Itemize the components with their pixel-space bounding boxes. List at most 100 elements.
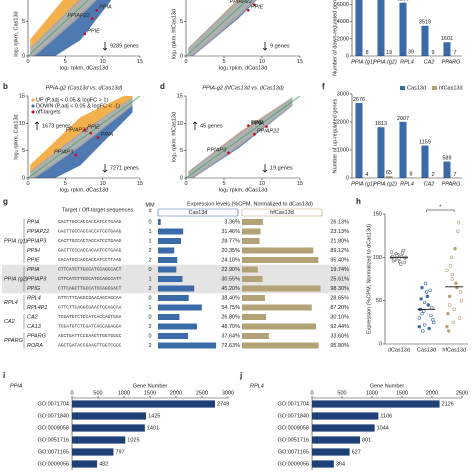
- x-tick-label: 1500: [144, 390, 156, 396]
- x-axis-label: Gene Number: [370, 383, 405, 389]
- bar: [72, 460, 98, 468]
- y-tick-label: GO:0009056: [38, 461, 70, 467]
- legend-swatch: [31, 104, 35, 108]
- bar: [242, 276, 263, 282]
- y-tick-label: 5: [22, 19, 25, 25]
- dot: [459, 298, 464, 303]
- group-label: PPARG: [4, 338, 24, 344]
- bar-value-label: 95.40%: [330, 257, 349, 263]
- mismatch: 1: [148, 276, 151, 282]
- gene: PPIAP22: [27, 229, 49, 235]
- legend-label: off-targets: [36, 109, 61, 115]
- bar: [72, 448, 114, 456]
- bar-value-label: 3519: [419, 20, 431, 26]
- group-label: PPIA (g2): [4, 276, 28, 282]
- dot: [392, 257, 397, 261]
- sequence: GTTCTTCAGGCGAACAGCAGCAA: [58, 295, 122, 301]
- point-label: PPIE: [251, 120, 264, 126]
- y-axis-label: log₂ rpkm, Cas13d: [13, 114, 19, 159]
- panel-letter: i: [3, 371, 5, 380]
- y-tick-label: GO:0071840: [278, 413, 310, 419]
- gene-count: 7271 genes: [110, 165, 139, 171]
- chart-title: PPIA-g2 (Cas13d vs. dCas13d): [46, 85, 123, 91]
- off-target-point: [265, 125, 268, 128]
- y-tick-label: GO:0009056: [278, 461, 310, 467]
- dot: [453, 246, 457, 251]
- gene: PPIA: [27, 219, 40, 225]
- bar: [242, 342, 319, 349]
- bar: [443, 42, 451, 56]
- dot: [457, 316, 462, 320]
- bar: [72, 424, 145, 432]
- x-tick-label: 5: [64, 59, 67, 65]
- dot: [420, 285, 424, 290]
- dot: [447, 303, 452, 307]
- dot: [456, 220, 461, 225]
- bar-value-label: 1106: [380, 413, 392, 419]
- dot: [452, 307, 456, 312]
- y-tick-label: 5: [180, 19, 183, 25]
- bar-value-label: 23.13%: [330, 229, 349, 235]
- off-target-point: [95, 8, 98, 12]
- dot: [402, 260, 406, 265]
- dot: [398, 262, 403, 266]
- dot: [445, 324, 449, 329]
- dot: [428, 288, 432, 292]
- sequence: GACATGCCACCACCATCCTTAAG: [58, 257, 122, 263]
- y-tick-label: GO:0071704: [278, 401, 310, 407]
- gene: PPIH: [27, 248, 40, 254]
- bar: [158, 276, 183, 282]
- x-tick-label: 0: [310, 390, 313, 396]
- diagonal: [28, 96, 140, 178]
- y-tick-label: 5: [180, 148, 183, 154]
- x-tick-label: 10: [100, 181, 106, 187]
- bar: [242, 238, 260, 244]
- panel-letter: b: [3, 82, 8, 91]
- bar-value-label: 19: [386, 50, 392, 56]
- off-target-point: [83, 128, 87, 132]
- x-tick-label: 500: [337, 390, 346, 396]
- dot: [450, 277, 455, 281]
- point-label: PPIE: [87, 124, 100, 130]
- y-tick-label: 15: [177, 93, 183, 99]
- y-tick-label: 6000: [337, 2, 349, 8]
- dot: [451, 320, 455, 325]
- sequence: CTTCATCTTGCCATCCAGCCATT: [58, 276, 122, 282]
- plot-area: [186, 0, 257, 56]
- significance-bracket: [426, 209, 455, 212]
- off-target-point: [74, 153, 78, 157]
- point-label: PPIAP22: [66, 128, 88, 134]
- gene-count: 19 genes: [270, 165, 293, 171]
- bar-value-label: 30.10%: [330, 314, 349, 320]
- bar-value-label: 4: [365, 172, 368, 178]
- off-target-point: [83, 32, 87, 36]
- dot: [419, 297, 423, 301]
- mismatch: 2: [148, 343, 151, 349]
- x-tick-label: PPARG: [442, 181, 462, 187]
- bar: [242, 304, 312, 311]
- bar-value-label: 54.75%: [221, 305, 240, 311]
- dot: [425, 294, 430, 299]
- bar-value-label: 1159: [419, 140, 431, 146]
- x-tick-label: PPIA (g2): [373, 59, 397, 65]
- bar: [158, 228, 184, 235]
- y-tick-label: 0: [22, 53, 25, 59]
- sequence: GTTCTTCAGGCGAACTGCAGCAA: [58, 305, 122, 311]
- bar-value-label: 7: [453, 172, 456, 178]
- x-tick-label: PPIA (g1): [351, 181, 375, 187]
- bar-value-label: 1813: [375, 121, 387, 127]
- x-axis-label: log₂ rpkm, dCas13d: [219, 187, 267, 193]
- y-tick-label: 0: [379, 341, 382, 347]
- dot: [432, 320, 436, 325]
- bar: [158, 247, 175, 254]
- gene: PPIE: [27, 257, 40, 263]
- bar: [158, 219, 161, 225]
- x-tick-label: 10: [259, 181, 265, 187]
- bar-value-label: 26.13%: [330, 219, 349, 225]
- x-tick-label: 10: [100, 59, 106, 65]
- panel-letter: d: [160, 82, 165, 91]
- gene: PPIG: [27, 286, 41, 292]
- x-tick-label: 10: [259, 59, 265, 65]
- diagonal: [186, 96, 300, 178]
- header-box: [241, 208, 323, 217]
